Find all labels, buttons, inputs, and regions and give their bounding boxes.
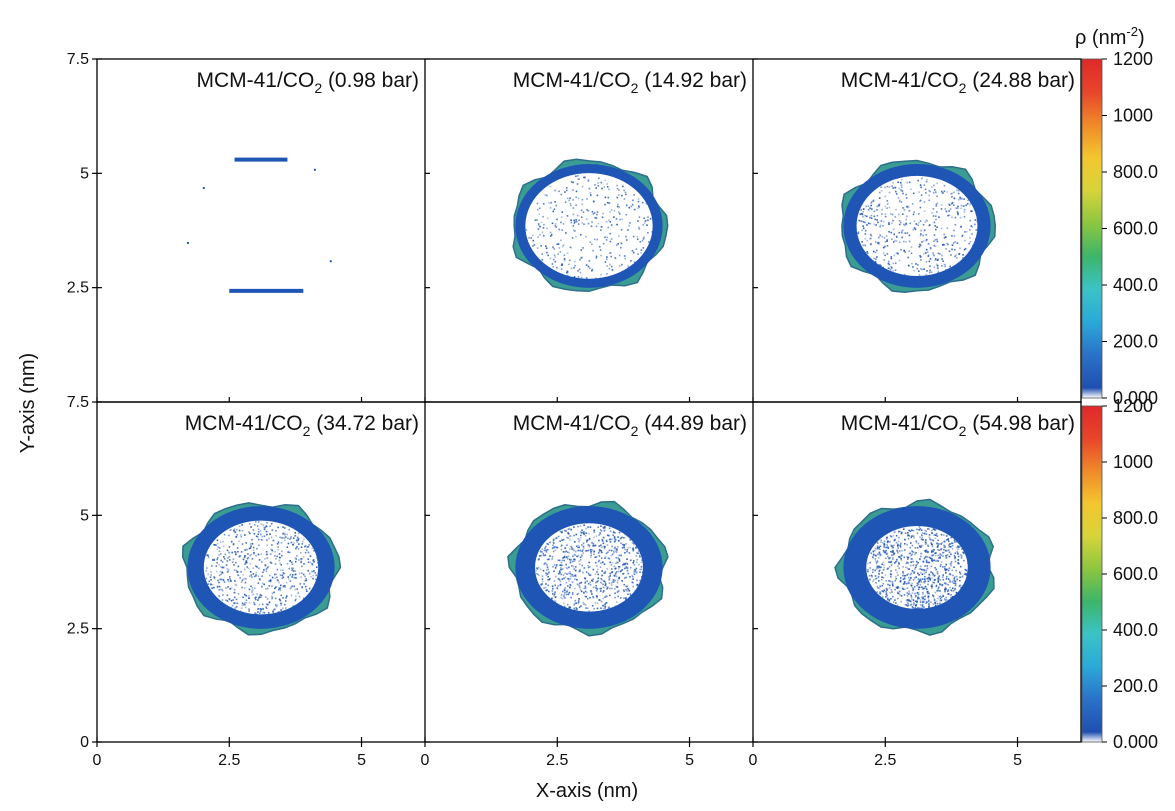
adsorption-top (234, 157, 288, 162)
colorbar-tick-label: 800.0 (1113, 162, 1158, 182)
colorbar-tick-label: 400.0 (1113, 620, 1158, 640)
panel-title: MCM-41/CO2 (44.89 bar) (513, 412, 747, 439)
panel-3: MCM-41/CO2 (24.88 bar) (841, 69, 1075, 293)
axes: 7.552.57.552.500 2.5 5 0 2.5 5 0 2.5 5 (67, 51, 1082, 769)
x-tick-label: 0 (421, 752, 430, 769)
colorbar-label: ρ (nm-2) (1075, 24, 1145, 49)
panel-title: MCM-41/CO2 (54.98 bar) (841, 412, 1075, 439)
colorbar-tick-label: 600.0 (1113, 564, 1158, 584)
core-speckle (205, 521, 320, 616)
colorbar-tick-label: 0.000 (1113, 388, 1158, 408)
colorbar-tick-label: 1200 (1113, 49, 1153, 69)
y-tick-label: 7.5 (67, 51, 89, 68)
pore-core (203, 520, 319, 615)
colorbar-tick-label: 600.0 (1113, 219, 1158, 239)
x-tick-label: 0 (749, 752, 758, 769)
plot-frame (96, 401, 1082, 743)
y-axis-label: Y-axis (nm) (17, 353, 39, 453)
x-tick-label: 0 (93, 752, 102, 769)
colorbar-tick-label: 1000 (1113, 106, 1153, 126)
colorbar-2: 1200 1000 800.0 600.0 400.0 200.0 0.000 (1081, 396, 1158, 752)
panel-2: MCM-41/CO2 (14.92 bar) (512, 69, 747, 293)
colorbar-tick-label: 400.0 (1113, 275, 1158, 295)
x-tick-label: 2.5 (218, 752, 240, 769)
adsorption-bottom (229, 288, 304, 293)
colorbar-tick-label: 800.0 (1113, 508, 1158, 528)
colorbar-tick-label: 1200 (1113, 396, 1153, 416)
core-speckle (866, 526, 969, 611)
core-speckle (525, 175, 653, 280)
core-speckle (857, 177, 978, 276)
core-speckle (535, 524, 644, 613)
x-tick-label: 5 (685, 752, 694, 769)
x-tick-label: 2.5 (874, 752, 896, 769)
colorbar-tick-label: 1000 (1113, 452, 1153, 472)
x-tick-label: 5 (1013, 752, 1022, 769)
panel-4: MCM-41/CO2 (34.72 bar) (181, 412, 419, 636)
colorbar-tick-label: 200.0 (1113, 332, 1158, 352)
colorbar-tick-label: 200.0 (1113, 676, 1158, 696)
panel-1: MCM-41/CO2 (0.98 bar) (186, 69, 419, 293)
panel-6: MCM-41/CO2 (54.98 bar) (834, 412, 1075, 636)
y-tick-label: 7.5 (67, 394, 89, 411)
panel-title: MCM-41/CO2 (24.88 bar) (841, 69, 1075, 96)
y-tick-label: 5 (80, 507, 89, 524)
heatmap-panels: MCM-41/CO2 (0.98 bar) MCM-41/CO2 (14.92 b… (181, 69, 1075, 637)
y-tick-label: 0 (80, 734, 89, 751)
panel-title: MCM-41/CO2 (34.72 bar) (185, 412, 419, 439)
colorbar-1: 1200 1000 800.0 600.0 400.0 200.0 0.000 (1081, 49, 1158, 408)
y-tick-label: 2.5 (67, 621, 89, 638)
colorbars: 12001000800.0600.0400.0200.00.0001200100… (1081, 49, 1158, 752)
x-tick-label: 2.5 (546, 752, 568, 769)
y-tick-label: 2.5 (67, 280, 89, 297)
pore-core (525, 173, 653, 279)
panel-title: MCM-41/CO2 (0.98 bar) (196, 69, 419, 96)
x-tick-label: 5 (357, 752, 366, 769)
x-axis-label: X-axis (nm) (536, 780, 638, 802)
panel-title: MCM-41/CO2 (14.92 bar) (513, 69, 747, 96)
panel-5: MCM-41/CO2 (44.89 bar) (507, 412, 747, 637)
colorbar-tick-label: 0.000 (1113, 732, 1158, 752)
y-tick-label: 5 (80, 165, 89, 182)
